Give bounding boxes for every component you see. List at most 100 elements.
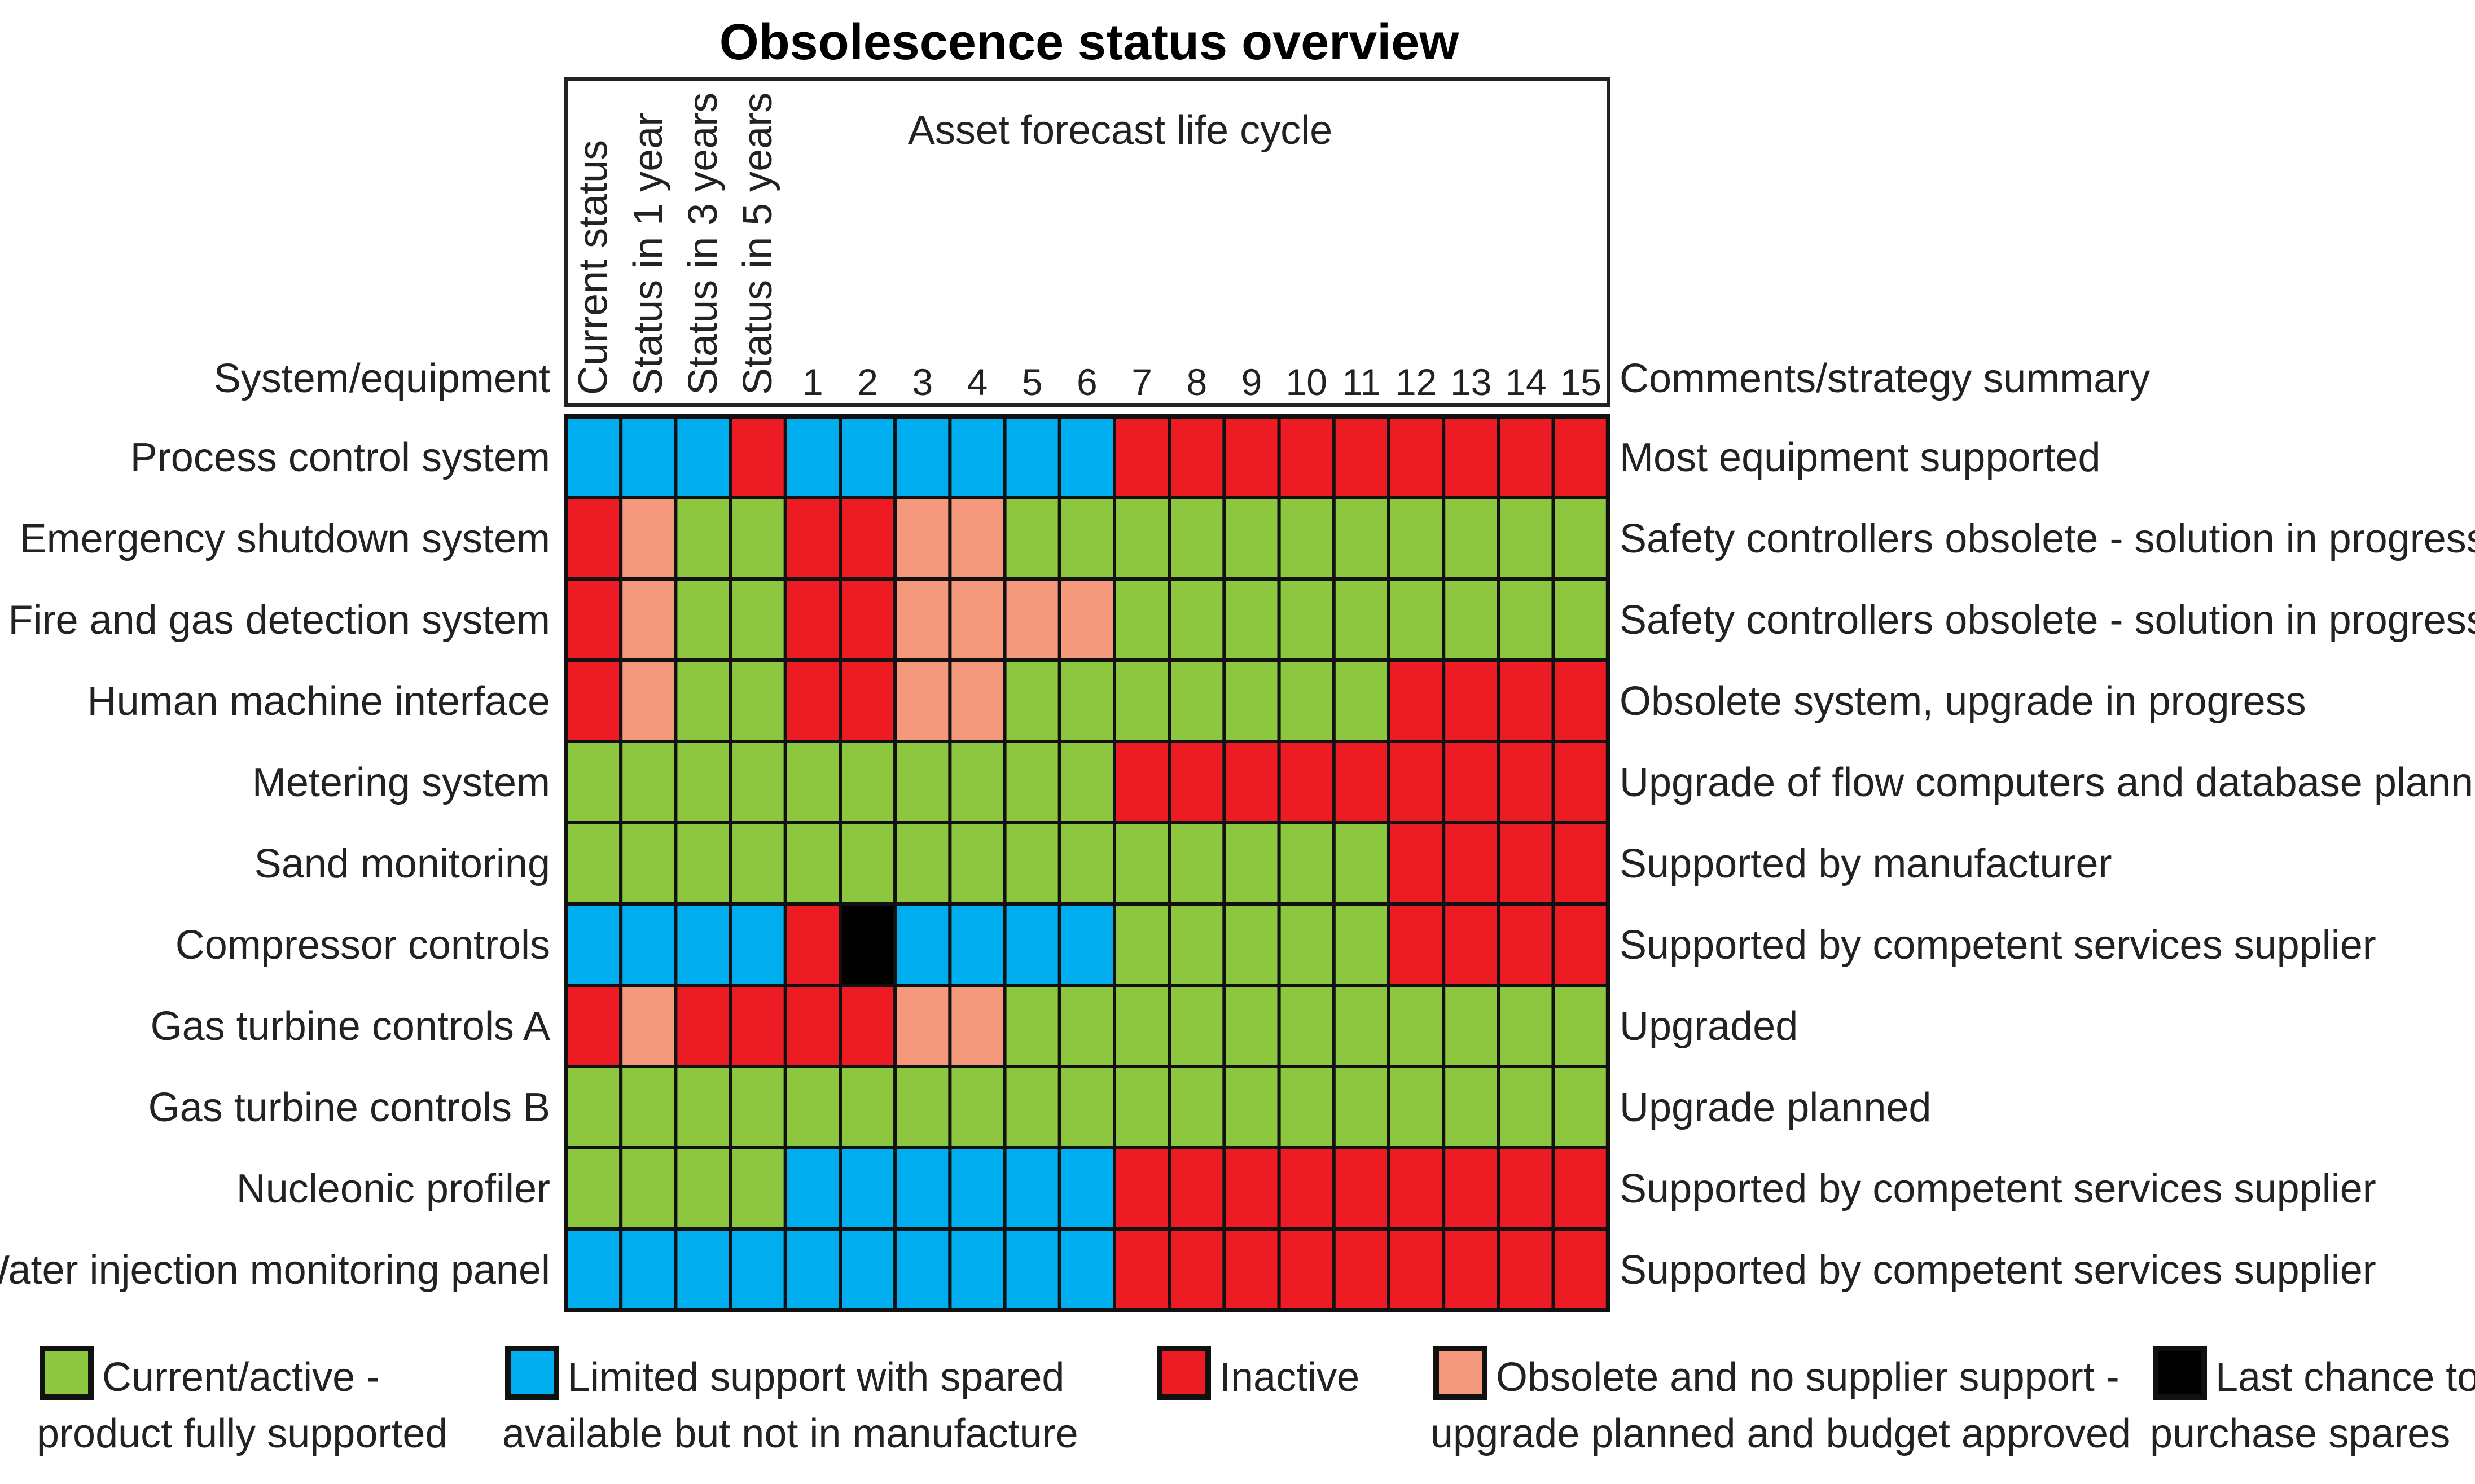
- status-cell: [1113, 1227, 1171, 1312]
- status-cell: [1168, 1065, 1226, 1149]
- status-cell: [1442, 658, 1500, 743]
- status-cell: [1277, 1065, 1336, 1149]
- status-cell: [948, 1146, 1007, 1231]
- status-cell: [783, 1146, 842, 1231]
- legend-label: Obsolete and no supplier support -: [1496, 1355, 2119, 1400]
- status-cell: [783, 658, 842, 743]
- status-cell: [1222, 415, 1281, 499]
- row-label: Water injection monitoring panel: [0, 1248, 550, 1293]
- status-cell: [1277, 496, 1336, 581]
- status-cell: [1113, 577, 1171, 662]
- status-cell: [893, 984, 952, 1068]
- row-comment: Supported by competent services supplier: [1620, 923, 2376, 968]
- legend-label: Last chance to: [2215, 1355, 2475, 1400]
- status-cell: [564, 984, 623, 1068]
- status-cell: [1442, 1065, 1500, 1149]
- status-cell: [1222, 984, 1281, 1068]
- status-cell: [783, 577, 842, 662]
- status-cell: [1497, 821, 1555, 906]
- status-cell: [948, 577, 1007, 662]
- status-cell: [1003, 1146, 1061, 1231]
- status-cell: [1222, 577, 1281, 662]
- row-comment: Obsolete system, upgrade in progress: [1620, 679, 2306, 724]
- status-cell: [1332, 415, 1391, 499]
- status-cell: [1277, 577, 1336, 662]
- status-cell: [674, 577, 732, 662]
- status-cell: [1057, 740, 1117, 824]
- row-header: System/equipment: [214, 356, 550, 401]
- status-cell: [1387, 902, 1446, 987]
- status-cell: [948, 1065, 1007, 1149]
- row-comment: Safety controllers obsolete - solution i…: [1620, 598, 2475, 643]
- status-cell: [893, 658, 952, 743]
- status-cell: [1387, 577, 1446, 662]
- row-label: Nucleonic profiler: [236, 1166, 550, 1211]
- legend-swatch: [2153, 1346, 2207, 1400]
- status-cell: [839, 740, 897, 824]
- status-cell: [1168, 984, 1226, 1068]
- status-cell: [1551, 415, 1610, 499]
- status-cell: [1003, 740, 1061, 824]
- status-cell: [839, 415, 897, 499]
- status-cell: [1168, 496, 1226, 581]
- status-cell: [619, 577, 678, 662]
- column-label: 13: [1450, 361, 1491, 403]
- legend-label: purchase spares: [2150, 1411, 2450, 1456]
- status-cell: [1332, 902, 1391, 987]
- status-cell: [1332, 577, 1391, 662]
- status-cell: [1387, 740, 1446, 824]
- status-cell: [1277, 1227, 1336, 1312]
- status-cell: [564, 1146, 623, 1231]
- status-cell: [1222, 1227, 1281, 1312]
- status-cell: [839, 1065, 897, 1149]
- status-cell: [1003, 902, 1061, 987]
- status-cell: [783, 984, 842, 1068]
- status-cell: [1222, 902, 1281, 987]
- status-cell: [564, 1065, 623, 1149]
- status-cell: [1277, 415, 1336, 499]
- status-cell: [729, 415, 787, 499]
- status-cell: [1387, 1227, 1446, 1312]
- status-cell: [783, 1065, 842, 1149]
- column-label: 1: [802, 361, 823, 403]
- status-cell: [1003, 496, 1061, 581]
- row-comment: Upgrade of flow computers and database p…: [1620, 760, 2475, 805]
- status-cell: [674, 658, 732, 743]
- status-cell: [1387, 984, 1446, 1068]
- status-cell: [1168, 1146, 1226, 1231]
- status-cell: [839, 577, 897, 662]
- status-cell: [729, 496, 787, 581]
- status-cell: [1168, 658, 1226, 743]
- column-label: Status in 5 years: [735, 93, 780, 395]
- status-cell: [1222, 496, 1281, 581]
- row-label: Gas turbine controls A: [151, 1004, 550, 1049]
- status-cell: [1168, 415, 1226, 499]
- status-cell: [1442, 1146, 1500, 1231]
- status-cell: [729, 1227, 787, 1312]
- status-cell: [1057, 1227, 1117, 1312]
- legend-label: Inactive: [1219, 1355, 1359, 1400]
- status-cell: [619, 821, 678, 906]
- status-cell: [729, 821, 787, 906]
- status-cell: [1277, 1146, 1336, 1231]
- status-cell: [893, 902, 952, 987]
- status-cell: [948, 821, 1007, 906]
- row-label: Compressor controls: [175, 923, 550, 968]
- status-cell: [1277, 740, 1336, 824]
- status-cell: [1497, 1227, 1555, 1312]
- status-cell: [1497, 1065, 1555, 1149]
- status-cell: [1497, 496, 1555, 581]
- legend-swatch: [1157, 1346, 1211, 1400]
- status-cell: [1442, 740, 1500, 824]
- legend-label: Limited support with spared: [568, 1355, 1064, 1400]
- status-cell: [674, 740, 732, 824]
- status-cell: [893, 415, 952, 499]
- status-cell: [619, 415, 678, 499]
- status-cell: [1057, 821, 1117, 906]
- row-label: Sand monitoring: [254, 841, 550, 886]
- chart-title: Obsolescence status overview: [719, 14, 1460, 71]
- status-cell: [1003, 577, 1061, 662]
- status-cell: [729, 902, 787, 987]
- status-cell: [783, 496, 842, 581]
- status-cell: [674, 1065, 732, 1149]
